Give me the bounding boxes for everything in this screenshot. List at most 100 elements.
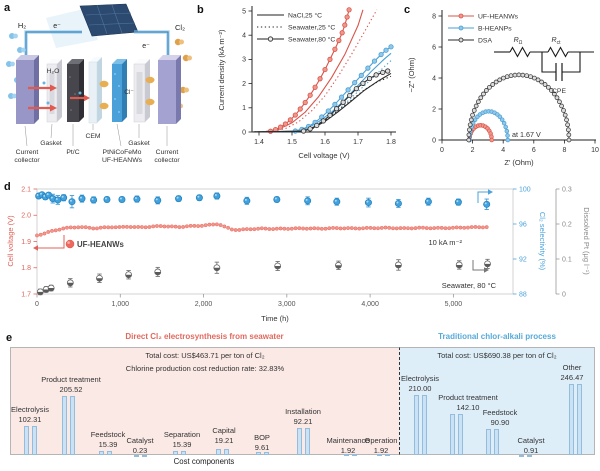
data-point bbox=[344, 14, 350, 20]
voltage-point bbox=[383, 225, 388, 230]
pt-data-point-half bbox=[335, 265, 342, 269]
marker-highlight bbox=[67, 241, 70, 244]
texture-dot bbox=[114, 98, 116, 100]
red-arrow-head bbox=[50, 84, 57, 92]
gasket-window bbox=[49, 72, 55, 114]
data-point bbox=[551, 91, 557, 97]
voltage-point bbox=[211, 222, 216, 227]
data-point bbox=[333, 106, 340, 112]
bar bbox=[485, 428, 499, 455]
data-point bbox=[505, 133, 510, 138]
voltage-point bbox=[214, 222, 219, 227]
bar-stripe bbox=[518, 454, 524, 457]
bar-stripe bbox=[568, 384, 574, 455]
plate-top bbox=[16, 55, 39, 60]
voltage-point bbox=[166, 224, 171, 229]
legend-label: UF-HEANWs bbox=[478, 13, 519, 20]
legend-marker bbox=[267, 36, 274, 42]
bar-category-label: Separation bbox=[163, 429, 201, 439]
data-point bbox=[503, 124, 508, 130]
panel-d-chart: 0 1,000 2,000 3,000 4,000 5,000 Time (h) 1.7 1.8… bbox=[6, 186, 591, 323]
x-axis-label: Z′ (Ohm) bbox=[504, 158, 534, 167]
selectivity-data-point bbox=[103, 195, 111, 203]
marker-highlight bbox=[104, 197, 107, 200]
voltage-point bbox=[282, 226, 287, 231]
bar-stripe bbox=[172, 450, 178, 455]
data-point bbox=[380, 69, 386, 76]
data-point bbox=[549, 88, 554, 93]
texture-dot bbox=[118, 85, 120, 87]
pt-data-point-half bbox=[37, 291, 44, 295]
chloride-blob bbox=[145, 98, 155, 106]
right2-tick-label: 0.3 bbox=[562, 186, 572, 193]
data-point bbox=[282, 121, 289, 127]
voltage-point bbox=[447, 226, 452, 231]
data-point bbox=[528, 74, 533, 80]
data-point bbox=[512, 72, 518, 78]
bar-category-label: Installation bbox=[285, 407, 321, 417]
voltage-point bbox=[466, 225, 470, 230]
voltage-point bbox=[226, 225, 231, 230]
bar-stripe bbox=[31, 425, 37, 455]
voltage-point bbox=[110, 225, 114, 230]
marker-highlight bbox=[155, 198, 158, 201]
voltage-point bbox=[402, 226, 407, 230]
voltage-point bbox=[379, 225, 384, 230]
pt-data-point-half bbox=[484, 263, 491, 267]
data-point bbox=[353, 86, 359, 92]
voltage-point bbox=[68, 225, 73, 230]
voltage-point bbox=[53, 228, 58, 233]
data-point bbox=[487, 84, 492, 90]
label-gasket-left: Gasket bbox=[40, 140, 62, 147]
right1-tick-label: 96 bbox=[519, 221, 527, 228]
bar-stripe bbox=[376, 453, 382, 456]
data-point bbox=[325, 108, 331, 114]
y-tick-label: 6 bbox=[432, 44, 436, 51]
chloride-blob bbox=[145, 76, 155, 84]
texture-dot bbox=[70, 109, 72, 111]
voltage-point bbox=[102, 225, 107, 230]
y-tick-label: 4 bbox=[242, 33, 246, 40]
pt-data-point-half bbox=[43, 289, 50, 293]
x-tick-label: 4,000 bbox=[361, 301, 379, 308]
plate-side bbox=[176, 55, 181, 124]
voltage-point bbox=[334, 226, 339, 230]
voltage-point bbox=[364, 225, 369, 230]
h2-bubble bbox=[13, 33, 18, 39]
data-point bbox=[371, 58, 378, 64]
solar-panel-gridline bbox=[96, 4, 108, 35]
marker-highlight bbox=[134, 197, 137, 200]
voltage-point bbox=[140, 225, 144, 229]
voltage-point bbox=[83, 225, 88, 230]
left-tick-label: 2.1 bbox=[21, 186, 31, 193]
y-tick-label: 8 bbox=[432, 13, 436, 20]
legend-marker bbox=[65, 239, 75, 249]
voltage-point bbox=[196, 224, 201, 228]
bar-stripe bbox=[493, 428, 499, 455]
bar-value-label: 92.21 bbox=[293, 417, 313, 427]
data-point bbox=[497, 77, 503, 83]
ion-dot bbox=[42, 81, 46, 85]
x-tick-label: 1.6 bbox=[320, 139, 330, 146]
y-tick-label: 4 bbox=[432, 75, 436, 82]
data-point bbox=[565, 122, 570, 128]
data-point bbox=[508, 73, 514, 79]
bar-stripe bbox=[526, 454, 532, 457]
bar-category-label: Catalyst bbox=[126, 436, 154, 445]
pt-data-point-half bbox=[213, 267, 220, 271]
bar-value-label: 0.91 bbox=[523, 446, 539, 455]
voltage-point bbox=[42, 231, 47, 236]
data-point bbox=[493, 79, 499, 85]
data-point bbox=[478, 95, 484, 101]
voltage-point bbox=[65, 225, 69, 230]
x-tick-label: 1,000 bbox=[112, 301, 130, 308]
data-point bbox=[539, 79, 544, 85]
data-point bbox=[345, 87, 351, 93]
total-cost-note: Chlorine production cost reduction rate:… bbox=[125, 364, 285, 373]
voltage-point bbox=[439, 225, 444, 230]
bar-stripe bbox=[133, 454, 139, 457]
left-tick-label: 2.0 bbox=[21, 213, 31, 220]
voltage-point bbox=[289, 226, 294, 231]
voltage-point bbox=[259, 226, 264, 231]
